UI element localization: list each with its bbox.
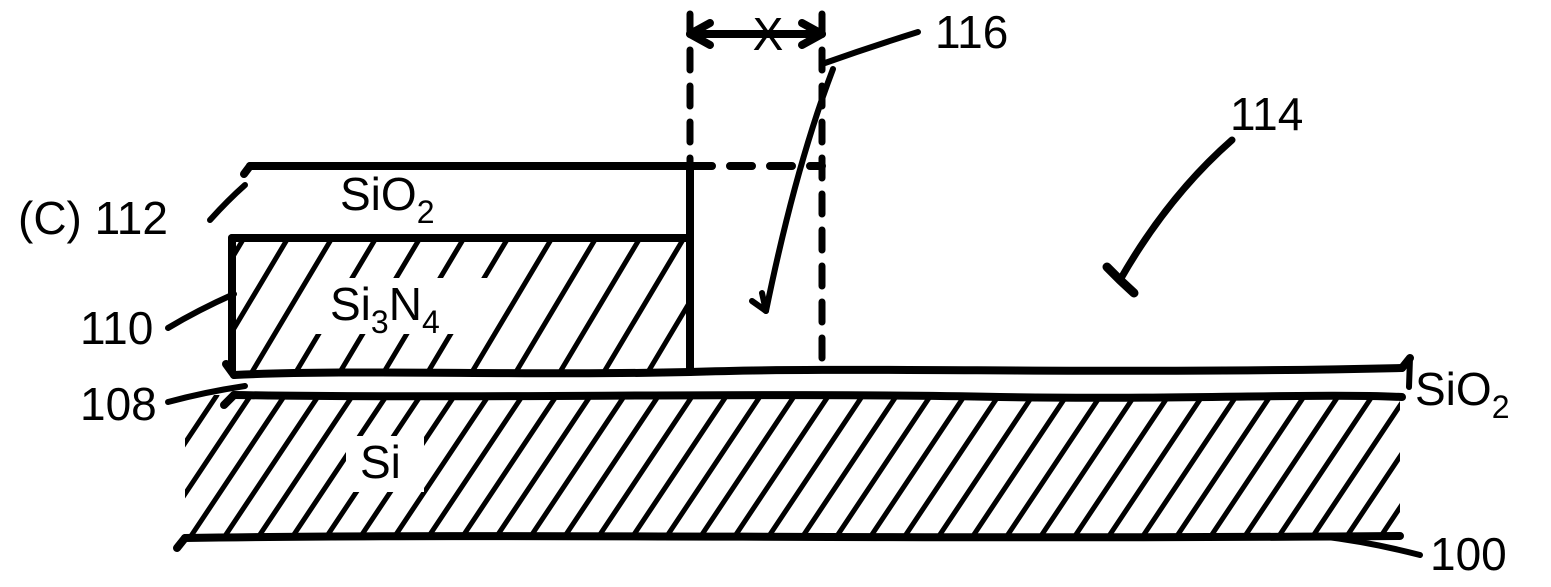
svg-text:SiO2: SiO2: [1415, 363, 1509, 425]
svg-text:110: 110: [80, 302, 153, 354]
svg-text:X: X: [753, 8, 784, 60]
svg-text:108: 108: [80, 378, 157, 430]
svg-text:114: 114: [1230, 88, 1303, 140]
svg-text:(C) 112: (C) 112: [18, 192, 168, 244]
svg-text:SiO2: SiO2: [340, 168, 434, 230]
svg-text:Si: Si: [360, 436, 401, 488]
svg-text:100: 100: [1430, 528, 1507, 580]
svg-text:116: 116: [935, 6, 1008, 58]
